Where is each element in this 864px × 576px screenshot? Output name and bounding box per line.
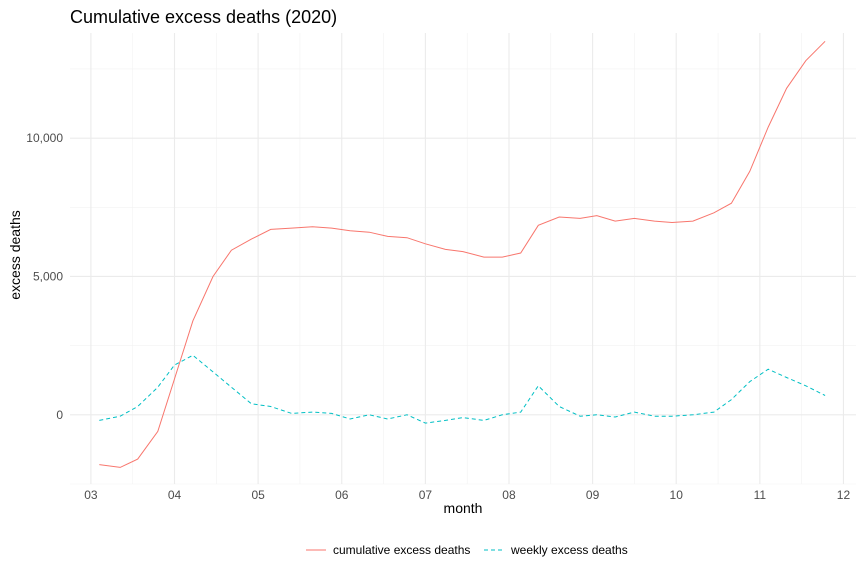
x-tick-label: 08 — [502, 488, 516, 502]
series-line-weekly — [99, 354, 826, 424]
y-axis-title: excess deaths — [7, 210, 23, 300]
x-tick-label: 03 — [84, 488, 98, 502]
legend: cumulative excess deaths weekly excess d… — [306, 543, 628, 557]
y-axis-tick-labels: 0 5,000 10,000 — [26, 131, 63, 422]
x-tick-label: 07 — [419, 488, 433, 502]
legend-label-weekly: weekly excess deaths — [510, 543, 628, 557]
x-axis-title: month — [444, 500, 483, 516]
series-line-cumulative — [99, 40, 826, 468]
y-tick-label: 10,000 — [26, 131, 63, 145]
series-lines — [99, 40, 826, 468]
y-tick-label: 0 — [56, 408, 63, 422]
x-tick-label: 06 — [335, 488, 349, 502]
x-tick-label: 12 — [837, 488, 851, 502]
minor-gridlines — [70, 33, 856, 485]
x-axis-tick-labels: 03 04 05 06 07 08 09 10 11 12 — [84, 488, 850, 502]
legend-label-cumulative: cumulative excess deaths — [333, 543, 470, 557]
major-gridlines — [70, 33, 856, 484]
x-tick-label: 11 — [754, 488, 767, 502]
x-tick-label: 05 — [251, 488, 265, 502]
x-tick-label: 09 — [586, 488, 600, 502]
y-tick-label: 5,000 — [33, 269, 63, 283]
x-tick-label: 04 — [168, 488, 182, 502]
chart-title: Cumulative excess deaths (2020) — [70, 7, 337, 27]
x-tick-label: 10 — [670, 488, 684, 502]
